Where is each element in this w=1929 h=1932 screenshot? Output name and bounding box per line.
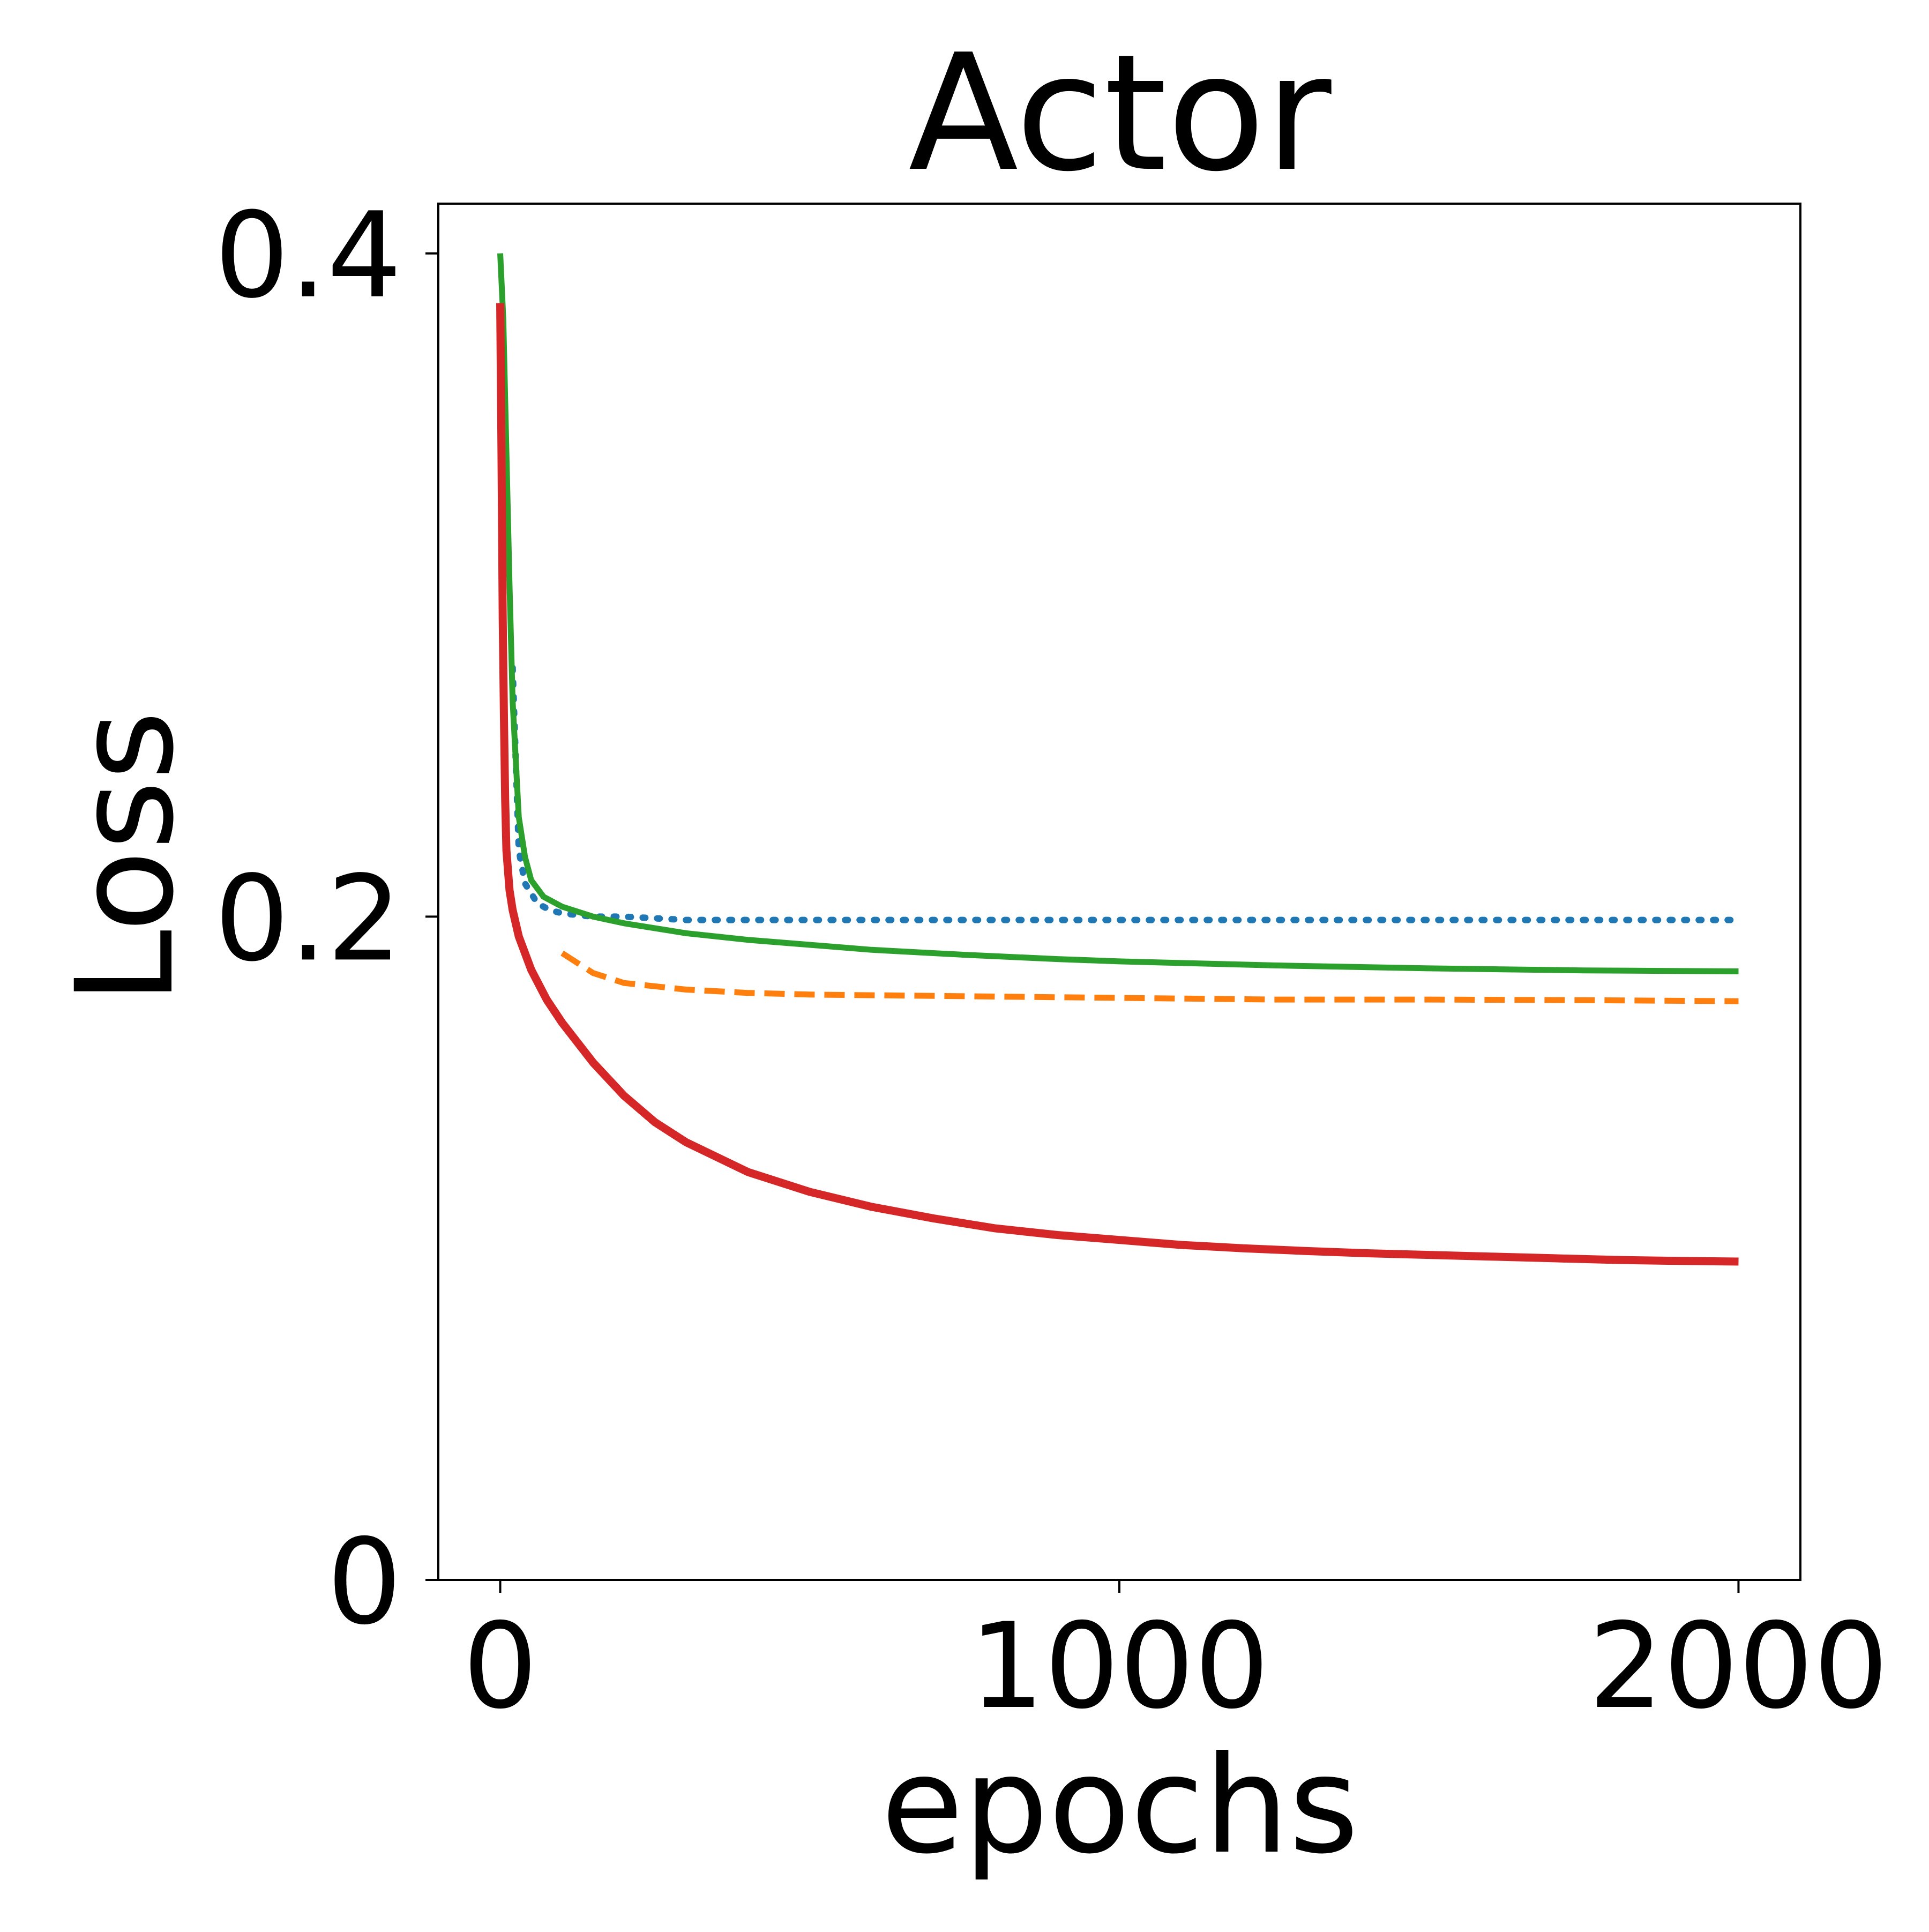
y-tick-label: 0.2: [214, 850, 402, 987]
y-axis-label: Loss: [47, 711, 203, 1004]
chart-title: Actor: [908, 20, 1333, 207]
x-tick-label: 1000: [969, 1598, 1269, 1735]
x-tick-label: 0: [463, 1598, 538, 1735]
series-line-4: [496, 303, 1739, 1266]
series-layer: [496, 253, 1742, 1266]
series-line-2: [560, 950, 1739, 1004]
x-tick-label: 2000: [1589, 1598, 1889, 1735]
x-axis-label: epochs: [881, 1727, 1359, 1883]
y-tick-label: 0.4: [214, 187, 402, 324]
series-line-1: [509, 665, 1742, 923]
series-line-3: [497, 253, 1739, 974]
tick-layer: 0 1000 2000 0 0.2 0.4: [214, 187, 1888, 1735]
plot-frame: [437, 203, 1801, 1581]
y-tick-label: 0: [327, 1513, 402, 1651]
